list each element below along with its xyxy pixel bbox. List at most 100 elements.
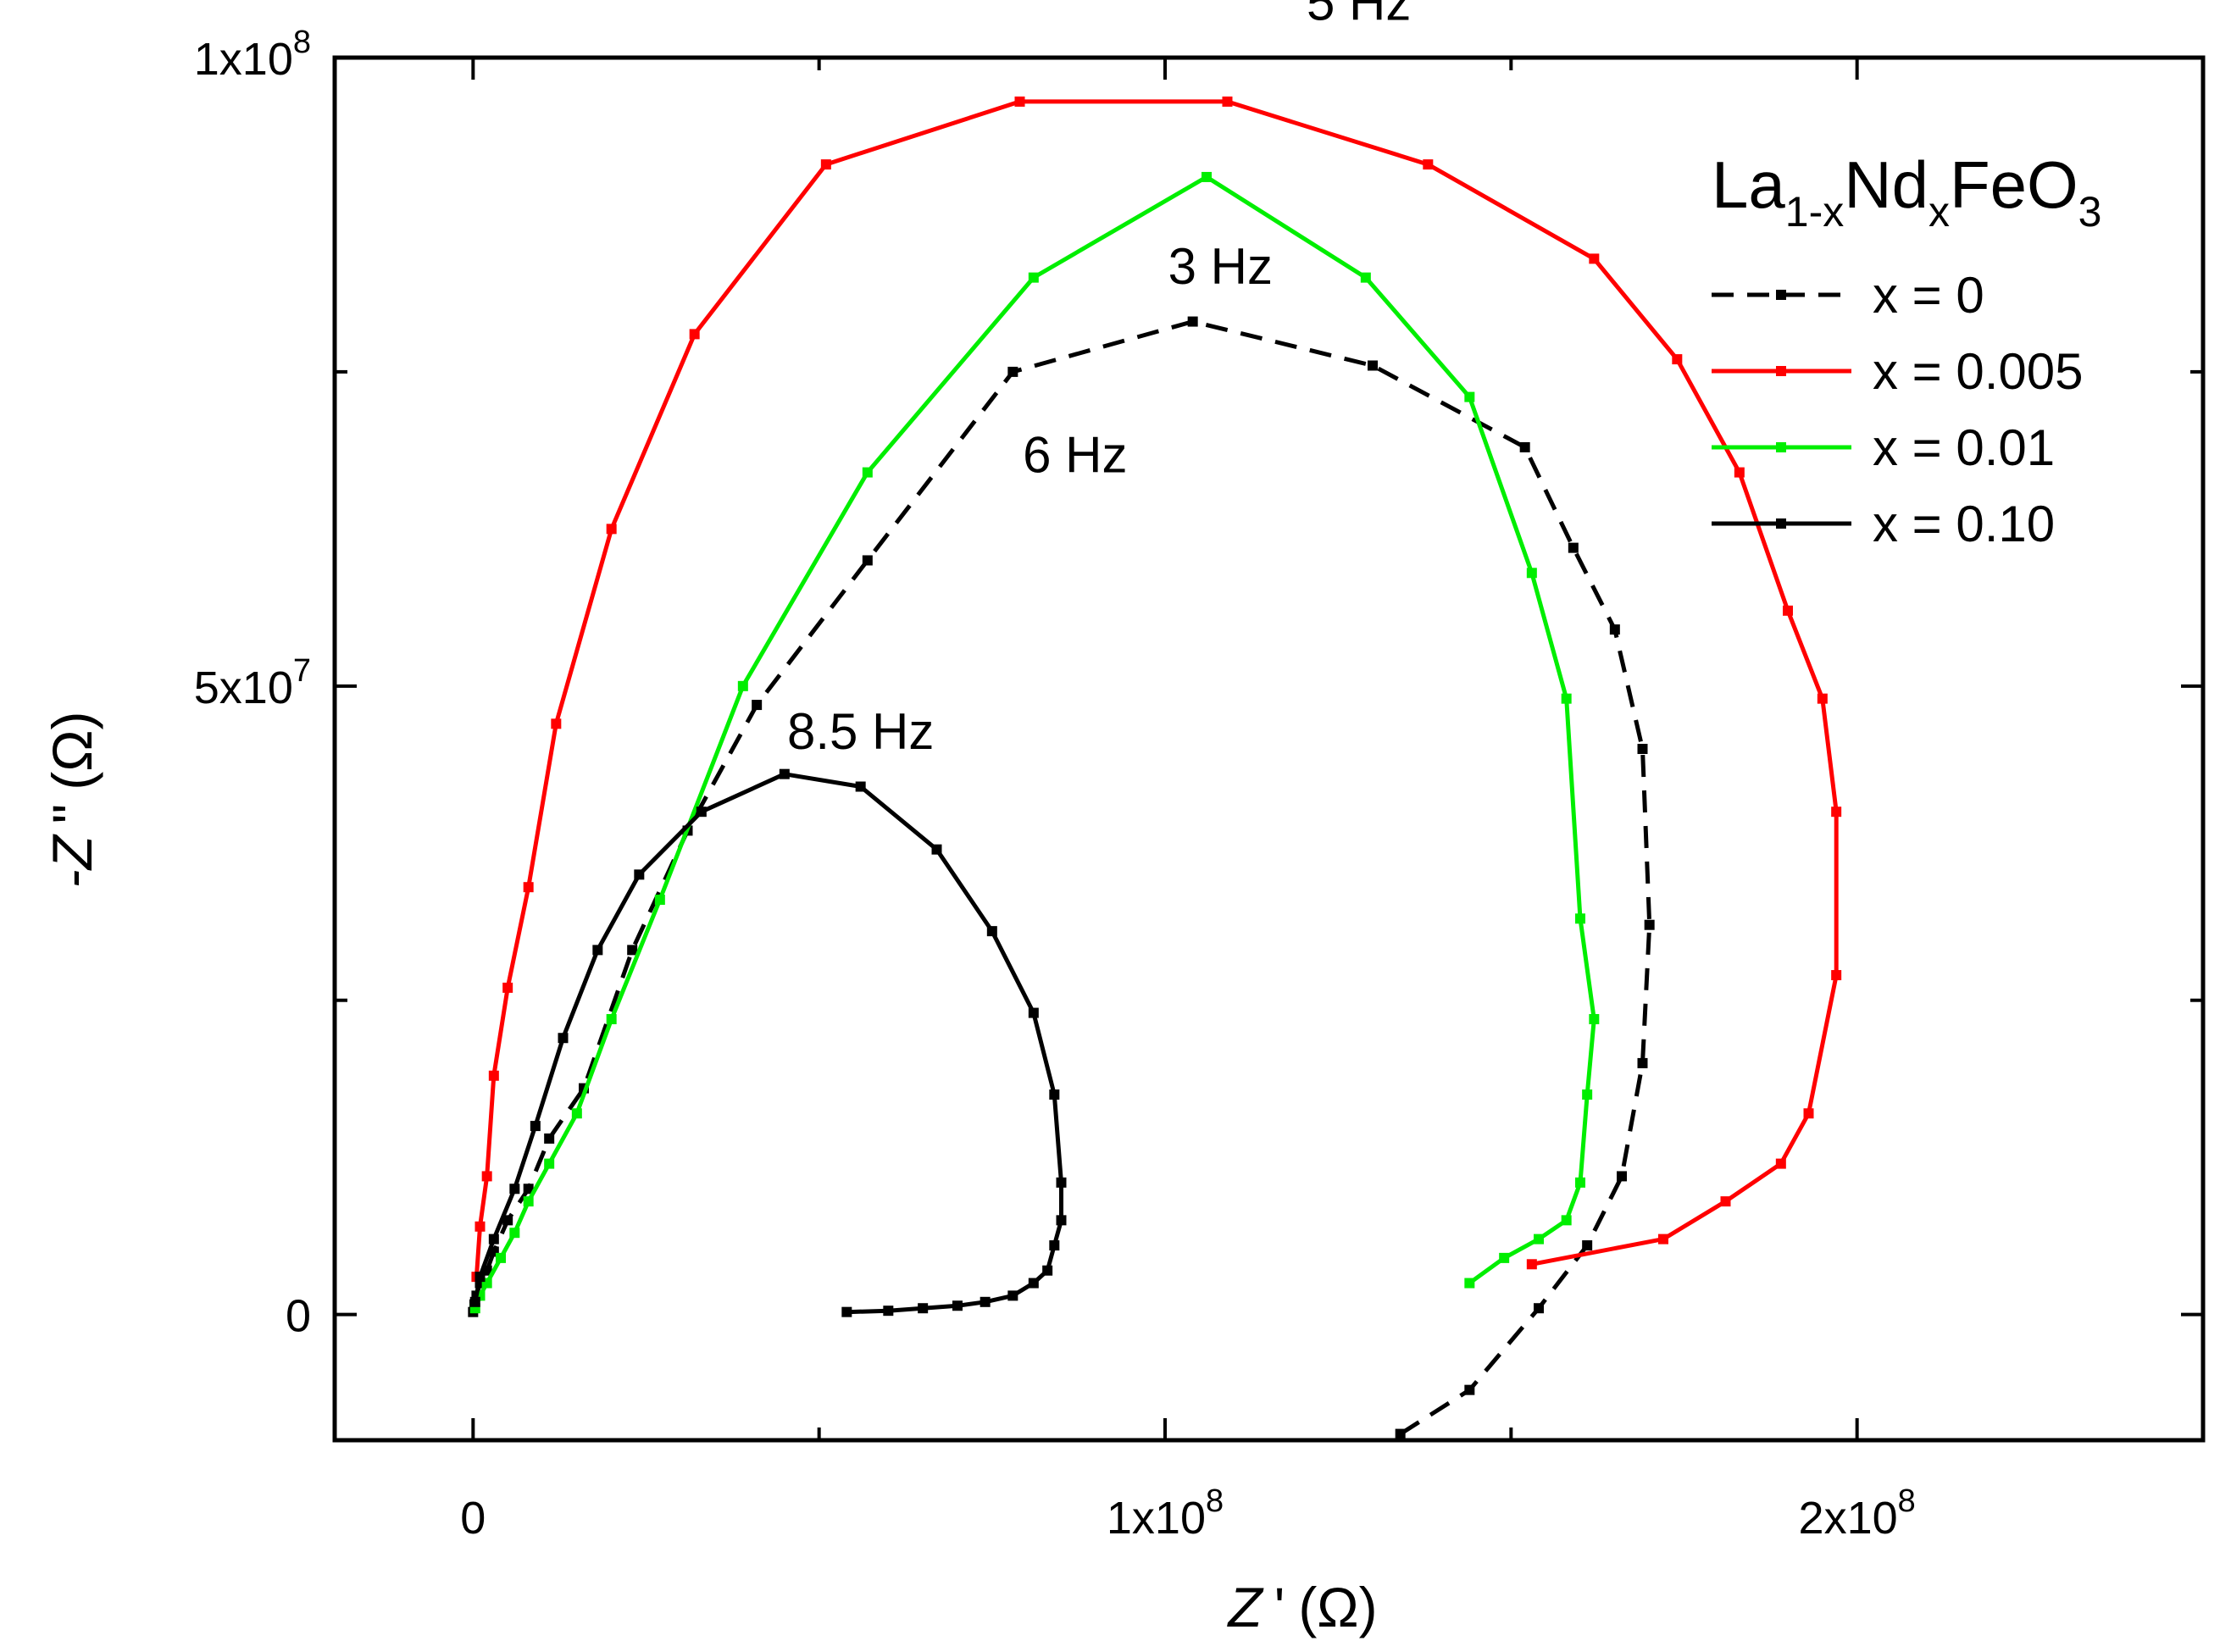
x-axis-title: Z ' (Ω) — [1226, 1576, 1377, 1638]
data-point — [883, 1306, 894, 1317]
data-point — [1499, 1252, 1510, 1263]
data-point — [1464, 1278, 1475, 1289]
data-point — [1526, 1259, 1537, 1270]
legend-items: x = 0 x = 0.005 x = 0.01 x = 0.10 — [1712, 267, 2084, 552]
legend-swatch-marker — [1776, 518, 1786, 529]
data-point — [488, 1070, 499, 1081]
data-point — [1637, 1057, 1648, 1068]
data-point — [1056, 1177, 1067, 1188]
x-axis-prime: ' — [1274, 1576, 1285, 1638]
data-point — [606, 524, 617, 535]
data-point — [1720, 1196, 1731, 1207]
data-point — [1658, 1233, 1668, 1245]
data-point — [1007, 1290, 1018, 1301]
data-point — [523, 882, 534, 893]
data-point — [509, 1184, 520, 1195]
data-point — [855, 781, 866, 792]
series-line — [470, 319, 1652, 1436]
data-point — [1423, 159, 1434, 170]
data-point — [634, 869, 645, 880]
data-point — [488, 1233, 499, 1245]
data-point — [654, 895, 665, 906]
x-axis-symbol: Z — [1226, 1576, 1264, 1638]
data-point — [1575, 1177, 1585, 1188]
x-axis-unit: (Ω) — [1298, 1576, 1377, 1638]
data-point — [1222, 96, 1233, 107]
series-x-0-10 — [469, 768, 1067, 1317]
legend-title: La1-xNdxFeO3 — [1712, 147, 2101, 236]
annotations-layer: 5 Hz 3 Hz 6 Hz 8.5 Hz — [787, 0, 1411, 760]
data-point — [986, 926, 997, 937]
data-point — [481, 1171, 492, 1182]
data-point — [1519, 441, 1530, 452]
legend-item: x = 0.005 — [1712, 343, 2084, 400]
data-point — [1561, 1215, 1572, 1226]
data-point — [1028, 272, 1039, 283]
data-point — [1360, 272, 1371, 283]
data-point — [1187, 316, 1198, 327]
data-point — [502, 982, 513, 993]
x-tick-label: 2x108 — [1799, 1483, 1916, 1544]
x-tick-label: 0 — [460, 1493, 486, 1544]
data-point — [469, 1296, 480, 1307]
data-point — [530, 1121, 541, 1132]
data-point — [1368, 360, 1378, 371]
legend-item: x = 0.01 — [1712, 419, 2055, 476]
data-point — [475, 1221, 486, 1232]
data-point — [627, 945, 638, 956]
y-tick-label: 0 — [286, 1291, 311, 1342]
data-point — [551, 718, 562, 729]
data-point — [1056, 1215, 1067, 1226]
legend-swatch-marker — [1776, 442, 1786, 452]
y-tick-label: 1x108 — [194, 25, 311, 85]
x-tick-label: 1x108 — [1107, 1483, 1224, 1544]
data-point — [1734, 467, 1745, 478]
y-axis-symbol: -Z — [41, 834, 103, 889]
data-point — [1831, 970, 1842, 981]
data-point — [1395, 1428, 1406, 1439]
series-line — [473, 175, 1596, 1310]
legend-label: x = 0.10 — [1873, 496, 2055, 552]
data-point — [544, 1133, 555, 1144]
y-axis-title: -Z " (Ω) — [41, 711, 103, 888]
series-x-0 — [468, 316, 1655, 1439]
data-point — [779, 768, 790, 779]
y-tick-label: 5x107 — [194, 653, 311, 713]
data-point — [1582, 1240, 1593, 1251]
data-point — [820, 159, 831, 170]
frequency-annotation: 3 Hz — [1168, 238, 1273, 295]
data-point — [1028, 1007, 1039, 1018]
frequency-annotation: 8.5 Hz — [787, 703, 934, 760]
data-point — [1589, 253, 1600, 264]
data-point — [571, 1108, 582, 1119]
data-point — [918, 1303, 929, 1314]
data-point — [1028, 1278, 1039, 1289]
data-point — [1575, 913, 1585, 924]
data-point — [1049, 1089, 1060, 1100]
data-point — [1617, 1171, 1627, 1182]
data-point — [862, 467, 873, 478]
data-point — [931, 844, 942, 855]
data-point — [1637, 744, 1648, 754]
legend-label: x = 0 — [1873, 267, 1984, 324]
series-layer — [468, 96, 1842, 1439]
data-point — [737, 680, 748, 691]
data-point — [1803, 1108, 1814, 1119]
data-point — [696, 807, 707, 818]
data-point — [1783, 605, 1793, 616]
legend-swatch-marker — [1776, 290, 1786, 300]
data-point — [841, 1306, 852, 1317]
data-point — [1049, 1240, 1060, 1251]
legend-label: x = 0.005 — [1873, 343, 2084, 400]
data-point — [502, 1215, 513, 1226]
legend-label: x = 0.01 — [1873, 419, 2055, 476]
data-point — [1526, 568, 1537, 579]
data-point — [752, 700, 763, 711]
data-point — [862, 555, 873, 566]
series-line — [474, 99, 1839, 1278]
data-point — [1202, 171, 1212, 182]
series-x-0-005 — [471, 96, 1842, 1283]
data-point — [1817, 693, 1828, 704]
